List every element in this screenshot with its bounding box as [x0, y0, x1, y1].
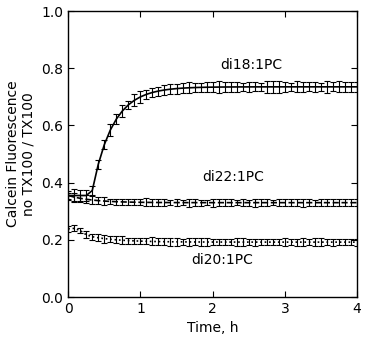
X-axis label: Time, h: Time, h [187, 322, 239, 336]
Y-axis label: Calcein Fluorescence
no TX100 / TX100: Calcein Fluorescence no TX100 / TX100 [6, 81, 36, 227]
Text: di22:1PC: di22:1PC [202, 170, 264, 184]
Text: di18:1PC: di18:1PC [220, 58, 282, 72]
Text: di20:1PC: di20:1PC [191, 253, 253, 267]
